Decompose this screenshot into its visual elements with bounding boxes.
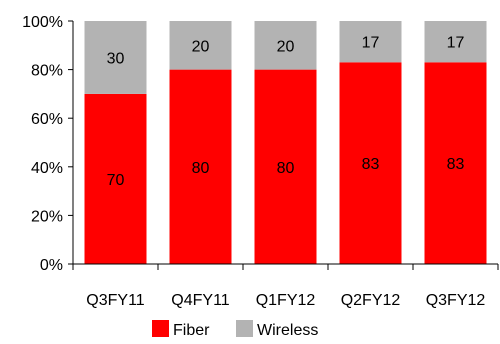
y-tick-label: 0%: [40, 257, 63, 274]
y-tick-label: 80%: [31, 63, 63, 80]
data-label-wireless: 30: [107, 50, 125, 67]
x-tick-label: Q3FY11: [86, 292, 145, 309]
bar-fiber-q3fy11: [84, 93, 147, 265]
bar-fiber-q2fy12: [339, 62, 402, 265]
x-tick-label: Q1FY12: [256, 292, 316, 309]
y-tick-label: 60%: [31, 111, 63, 128]
data-label-fiber: 80: [277, 160, 295, 177]
data-label-fiber: 70: [107, 172, 125, 189]
bar-wireless-q4fy11: [169, 21, 232, 70]
data-label-wireless: 17: [447, 35, 465, 52]
bar-fiber-q4fy11: [169, 69, 232, 264]
legend-label-wireless: Wireless: [257, 322, 318, 339]
y-tick-label: 100%: [22, 14, 63, 31]
data-label-fiber: 80: [192, 160, 210, 177]
bar-wireless-q3fy12: [424, 21, 487, 63]
bar-wireless-q2fy12: [339, 21, 402, 63]
x-tick-label: Q2FY12: [341, 292, 401, 309]
legend-swatch-fiber: [152, 320, 169, 337]
data-label-fiber: 83: [362, 156, 380, 173]
legend-label-fiber: Fiber: [173, 322, 210, 339]
y-axis: 0% 20% 40% 60% 80% 100%: [22, 14, 74, 274]
x-tick-label: Q3FY12: [426, 292, 486, 309]
data-label-wireless: 17: [362, 35, 380, 52]
data-label-fiber: 83: [447, 156, 465, 173]
bar-wireless-q3fy11: [84, 21, 147, 94]
legend-swatch-wireless: [236, 320, 253, 337]
y-tick-label: 20%: [31, 208, 63, 225]
x-axis: Q3FY11 Q4FY11 Q1FY12 Q2FY12 Q3FY12: [72, 263, 499, 309]
bar-fiber-q3fy12: [424, 62, 487, 265]
bar-wireless-q1fy12: [254, 21, 317, 70]
bar-fiber-q1fy12: [254, 69, 317, 264]
data-label-wireless: 20: [192, 38, 210, 55]
x-tick-label: Q4FY11: [171, 292, 230, 309]
legend: Fiber Wireless: [152, 320, 318, 339]
y-tick-label: 40%: [31, 160, 63, 177]
data-label-wireless: 20: [277, 38, 295, 55]
bars: 70 30 80 20 80 20 83 17 83 17: [84, 21, 487, 265]
